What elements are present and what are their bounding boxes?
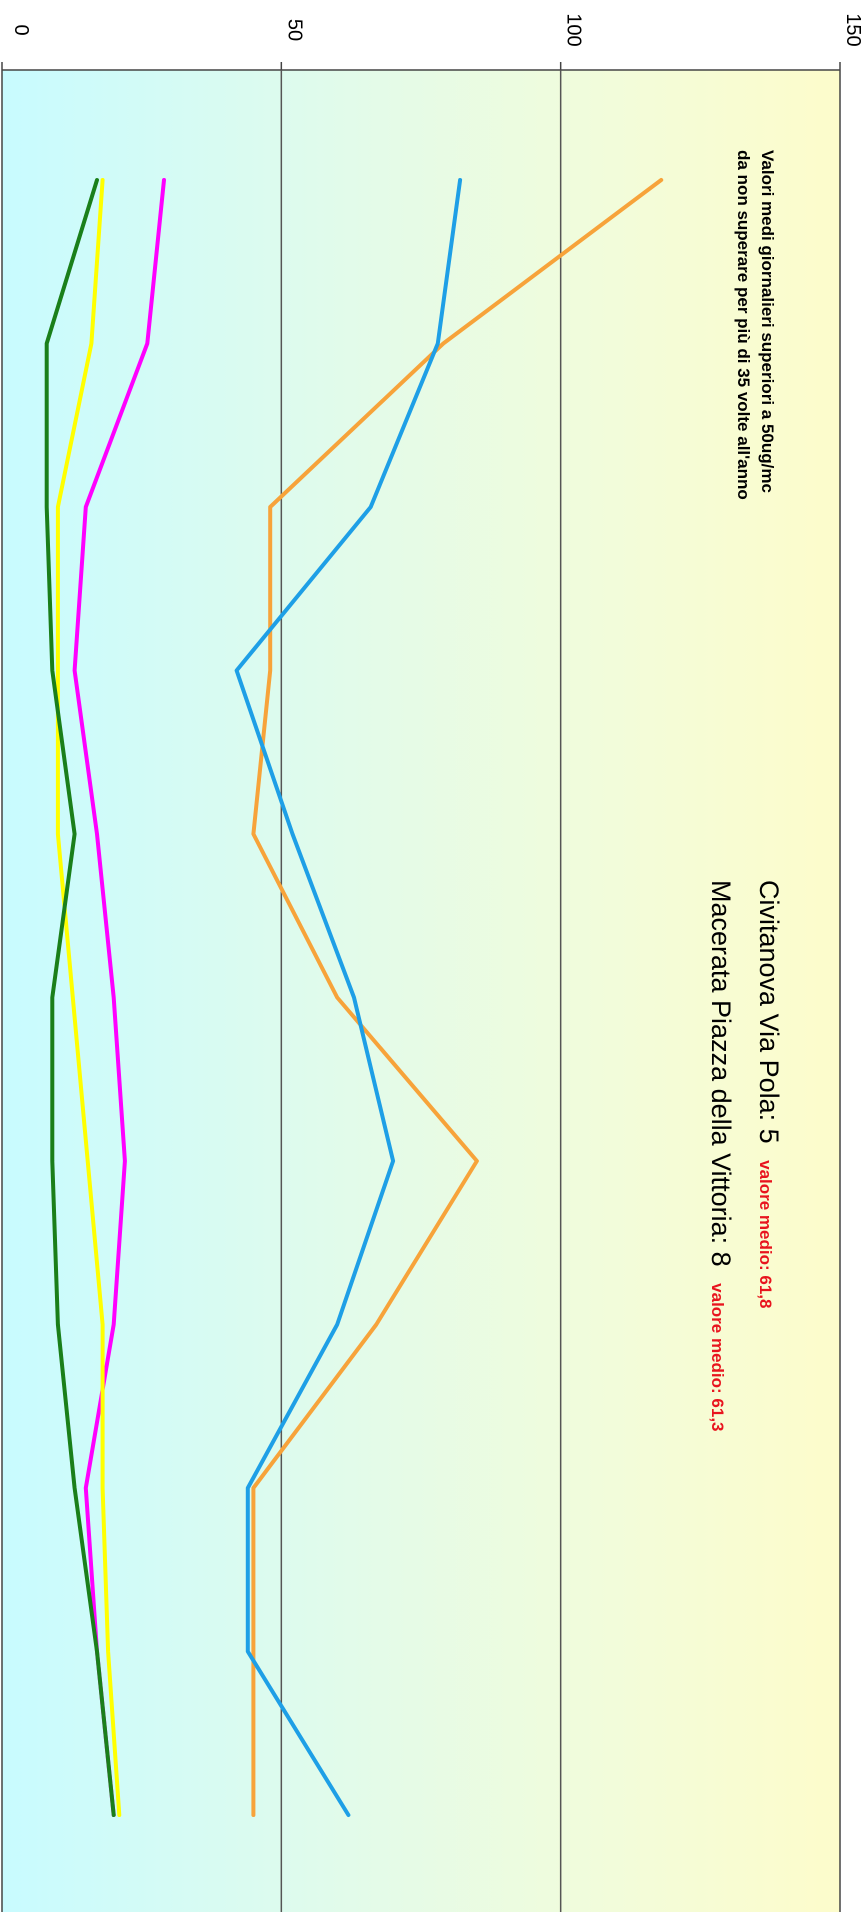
tick-label-layer: 0 50 100 150 — [10, 13, 864, 46]
station-2-avg: valore medio: 61,3 — [708, 1283, 727, 1431]
y-tick-label-50: 50 — [283, 19, 305, 41]
station-2-label: Macerata Piazza della Vittoria: 8 valore… — [706, 880, 736, 1432]
threshold-note-line1: Valori medi giornalieri superiori a 50ug… — [758, 150, 777, 493]
station-2-group: Macerata Piazza della Vittoria: 8 valore… — [706, 880, 736, 1432]
y-tick-label-0: 0 — [10, 24, 32, 35]
threshold-note-line2: da non superare per più di 35 volte all'… — [734, 150, 753, 500]
grid-layer — [1, 62, 841, 1912]
plot-background — [2, 70, 840, 1912]
series-line-2 — [72, 178, 166, 1817]
series-line-0 — [251, 178, 664, 1817]
series-layer — [44, 178, 664, 1817]
station-2-name: Macerata Piazza della Vittoria: 8 — [706, 880, 736, 1267]
y-tick-label-150: 150 — [842, 13, 864, 46]
threshold-note-line2-group: da non superare per più di 35 volte all'… — [734, 150, 753, 500]
series-line-1 — [234, 178, 463, 1817]
series-line-4 — [44, 178, 116, 1817]
station-1-group: Civitanova Via Pola: 5 valore medio: 61,… — [754, 880, 784, 1308]
threshold-note-line1-group: Valori medi giornalieri superiori a 50ug… — [758, 150, 777, 493]
station-1-name: Civitanova Via Pola: 5 — [754, 880, 784, 1144]
station-1-avg: valore medio: 61,8 — [756, 1160, 775, 1308]
y-tick-label-100: 100 — [563, 13, 585, 46]
station-1-label: Civitanova Via Pola: 5 valore medio: 61,… — [754, 880, 784, 1308]
series-line-3 — [55, 178, 122, 1817]
